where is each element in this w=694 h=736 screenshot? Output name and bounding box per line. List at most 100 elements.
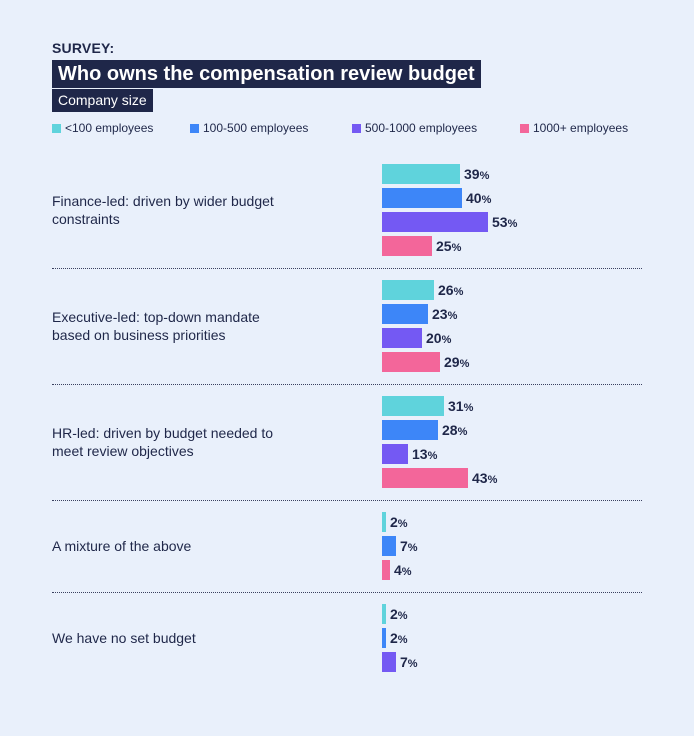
data-label: 2% xyxy=(390,604,408,626)
data-label-suffix: % xyxy=(453,286,464,298)
bar xyxy=(382,512,386,532)
data-label-suffix: % xyxy=(397,610,408,622)
data-label-suffix: % xyxy=(451,242,462,254)
category-label-line: meet review objectives xyxy=(52,443,194,459)
data-label: 40% xyxy=(466,188,491,210)
category-label-line: We have no set budget xyxy=(52,630,196,646)
data-label: 29% xyxy=(444,352,469,374)
data-label-value: 23 xyxy=(432,306,448,322)
data-label-suffix: % xyxy=(397,634,408,646)
bar xyxy=(382,652,396,672)
data-label-value: 26 xyxy=(438,282,454,298)
group-divider xyxy=(52,384,642,385)
bar xyxy=(382,536,396,556)
group-divider xyxy=(52,268,642,269)
data-label-value: 2 xyxy=(390,630,398,646)
data-label: 20% xyxy=(426,328,451,350)
data-label: 39% xyxy=(464,164,489,186)
legend-label: 100-500 employees xyxy=(203,121,309,135)
data-label-suffix: % xyxy=(427,450,438,462)
data-label-suffix: % xyxy=(401,566,412,578)
data-label-suffix: % xyxy=(407,658,418,670)
category-label-line: A mixture of the above xyxy=(52,538,192,554)
data-label-value: 43 xyxy=(472,470,488,486)
data-label-value: 28 xyxy=(442,422,458,438)
data-label-value: 31 xyxy=(448,398,464,414)
category-label: A mixture of the above xyxy=(52,537,342,555)
legend-item: 100-500 employees xyxy=(190,121,308,135)
chart-subtitle: Company size xyxy=(52,89,153,112)
legend-item: 500-1000 employees xyxy=(352,121,477,135)
data-label-suffix: % xyxy=(479,170,490,182)
legend-label: 500-1000 employees xyxy=(365,121,478,135)
data-label: 7% xyxy=(400,652,418,674)
data-label: 31% xyxy=(448,396,473,418)
chart-title: Who owns the compensation review budget xyxy=(52,60,481,88)
data-label: 26% xyxy=(438,280,463,302)
group-divider xyxy=(52,500,642,501)
category-label: We have no set budget xyxy=(52,629,342,647)
legend-label: 1000+ employees xyxy=(533,121,629,135)
legend-item: <100 employees xyxy=(52,121,153,135)
bar xyxy=(382,420,438,440)
data-label-value: 25 xyxy=(436,238,452,254)
legend-swatch xyxy=(520,123,529,133)
data-label-value: 13 xyxy=(412,446,428,462)
bar xyxy=(382,468,468,488)
bar xyxy=(382,236,432,256)
legend-label: <100 employees xyxy=(65,121,154,135)
category-label: Executive-led: top-down mandate based on … xyxy=(52,308,342,344)
group-divider xyxy=(52,592,642,593)
data-label: 23% xyxy=(432,304,457,326)
data-label-value: 2 xyxy=(390,606,398,622)
bar xyxy=(382,328,422,348)
bar xyxy=(382,604,386,624)
bar xyxy=(382,444,408,464)
category-label-line: constraints xyxy=(52,211,120,227)
data-label-suffix: % xyxy=(407,542,418,554)
data-label: 25% xyxy=(436,236,461,258)
bar xyxy=(382,188,462,208)
data-label: 4% xyxy=(394,560,412,582)
data-label-value: 29 xyxy=(444,354,460,370)
bar xyxy=(382,352,440,372)
category-label-line: Executive-led: top-down mandate xyxy=(52,309,260,325)
bar xyxy=(382,280,434,300)
data-label-suffix: % xyxy=(487,474,498,486)
data-label: 53% xyxy=(492,212,517,234)
category-label-line: HR-led: driven by budget needed to xyxy=(52,425,274,441)
data-label-value: 7 xyxy=(400,654,408,670)
data-label: 13% xyxy=(412,444,437,466)
survey-eyebrow: SURVEY: xyxy=(52,40,115,56)
data-label: 43% xyxy=(472,468,497,490)
category-label: HR-led: driven by budget needed to meet r… xyxy=(52,424,342,460)
data-label-suffix: % xyxy=(457,426,468,438)
bar xyxy=(382,164,460,184)
data-label-value: 53 xyxy=(492,214,508,230)
data-label: 2% xyxy=(390,628,408,650)
legend-swatch xyxy=(190,123,199,133)
data-label-suffix: % xyxy=(463,402,474,414)
bar xyxy=(382,304,428,324)
data-label-value: 20 xyxy=(426,330,442,346)
category-label-line: based on business priorities xyxy=(52,327,226,343)
bar xyxy=(382,212,488,232)
legend-item: 1000+ employees xyxy=(520,121,628,135)
legend-swatch xyxy=(52,123,61,133)
data-label: 7% xyxy=(400,536,418,558)
data-label: 2% xyxy=(390,512,408,534)
data-label: 28% xyxy=(442,420,467,442)
data-label-value: 39 xyxy=(464,166,480,182)
data-label-value: 7 xyxy=(400,538,408,554)
data-label-value: 2 xyxy=(390,514,398,530)
bar xyxy=(382,396,444,416)
category-label-line: Finance-led: driven by wider budget xyxy=(52,193,274,209)
data-label-value: 40 xyxy=(466,190,482,206)
data-label-suffix: % xyxy=(441,334,452,346)
data-label-suffix: % xyxy=(481,194,492,206)
data-label-suffix: % xyxy=(459,358,470,370)
legend-swatch xyxy=(352,123,361,133)
bar xyxy=(382,560,390,580)
data-label-suffix: % xyxy=(507,218,518,230)
category-label: Finance-led: driven by wider budget const… xyxy=(52,192,342,228)
